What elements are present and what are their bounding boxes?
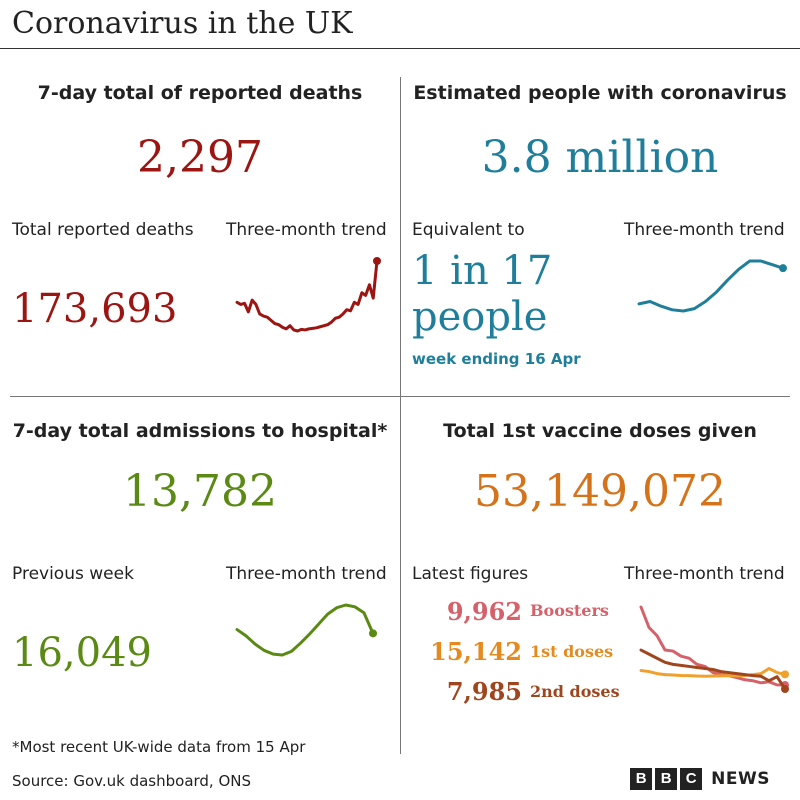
boosters-line [639, 605, 787, 687]
page-title: Coronavirus in the UK [12, 6, 353, 41]
vaccine-heading: Total 1st vaccine doses given [443, 420, 757, 442]
hospital-heading: 7-day total admissions to hospital* [12, 420, 388, 442]
infections-ratio-line1: 1 in 17 [412, 248, 553, 294]
infections-trend-label: Three-month trend [624, 220, 785, 240]
first-doses-value: 15,142 [430, 637, 522, 666]
infections-trend-chart [637, 259, 787, 313]
infections-heading: Estimated people with coronavirus [413, 82, 787, 104]
hospital-trend-chart [235, 603, 377, 657]
infections-ratio-line2: people [412, 294, 548, 340]
latest-point-marker [779, 264, 787, 273]
trend-line [235, 259, 379, 333]
2nd-doses-line [639, 648, 787, 691]
deaths-trend-chart [235, 257, 381, 333]
deaths-total-value: 173,693 [12, 286, 178, 332]
footnote: *Most recent UK-wide data from 15 Apr [12, 738, 306, 756]
second-doses-label: 2nd doses [530, 682, 620, 701]
deaths-7day-value: 2,297 [137, 132, 263, 183]
latest-point-marker [369, 629, 377, 638]
infections-value: 3.8 million [481, 132, 719, 183]
vaccine-latest-label: Latest figures [412, 564, 529, 584]
1st-doses-line [639, 666, 787, 678]
bbc-logo-letter: C [680, 768, 703, 790]
horizontal-divider [10, 396, 790, 397]
hospital-prev-label: Previous week [12, 564, 134, 584]
vaccine-trend-label: Three-month trend [624, 564, 785, 584]
vertical-divider [400, 77, 401, 754]
trend-line [235, 603, 375, 657]
latest-point-marker [373, 257, 381, 265]
latest-point-marker [781, 685, 789, 693]
trend-line [637, 259, 785, 313]
hospital-trend-label: Three-month trend [226, 564, 387, 584]
first-doses-label: 1st doses [530, 642, 614, 661]
infections-week-note: week ending 16 Apr [412, 350, 581, 368]
bbc-logo-word: NEWS [711, 769, 770, 789]
title-divider [0, 48, 800, 49]
deaths-heading: 7-day total of reported deaths [37, 82, 363, 104]
infections-equiv-label: Equivalent to [412, 220, 525, 240]
deaths-trend-label: Three-month trend [226, 220, 387, 240]
deaths-total-label: Total reported deaths [12, 220, 194, 240]
hospital-value: 13,782 [123, 466, 277, 517]
vaccine-value: 53,149,072 [474, 466, 726, 517]
boosters-value: 9,962 [446, 597, 522, 626]
vaccine-trend-chart [639, 605, 789, 693]
bbc-logo-letter: B [630, 768, 653, 790]
bbc-logo-letter: B [655, 768, 678, 790]
source-note: Source: Gov.uk dashboard, ONS [12, 772, 252, 790]
boosters-label: Boosters [530, 601, 609, 620]
bbc-news-logo: B B C NEWS [630, 768, 770, 790]
latest-point-marker [781, 670, 789, 679]
second-doses-value: 7,985 [446, 677, 522, 706]
hospital-prev-value: 16,049 [12, 630, 152, 676]
